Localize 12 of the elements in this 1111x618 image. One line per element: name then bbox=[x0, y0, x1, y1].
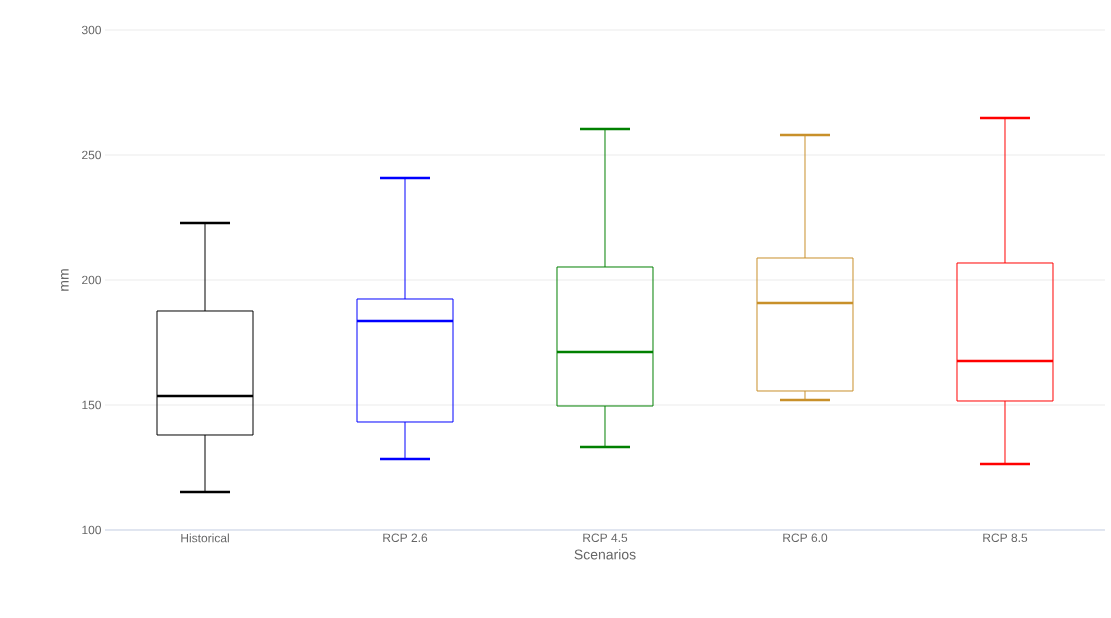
x-tick-label: RCP 6.0 bbox=[783, 533, 828, 543]
y-tick-label: 250 bbox=[82, 150, 102, 160]
x-tick-label: RCP 4.5 bbox=[583, 533, 628, 543]
y-axis-title: mm bbox=[61, 269, 69, 291]
y-tick-label: 300 bbox=[81, 25, 102, 35]
x-tick-label: RCP 2.6 bbox=[383, 533, 428, 543]
y-tick-label: 100 bbox=[82, 525, 102, 535]
y-tick-label: 200 bbox=[82, 275, 102, 285]
x-axis-title: Scenarios bbox=[574, 549, 636, 560]
x-tick-label: RCP 8.5 bbox=[983, 533, 1028, 543]
y-tick-label: 150 bbox=[82, 400, 102, 410]
x-tick-label: Historical bbox=[181, 533, 229, 543]
